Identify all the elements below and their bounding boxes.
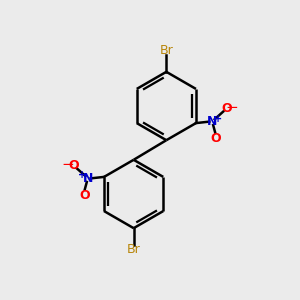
Text: O: O: [68, 159, 79, 172]
Text: O: O: [210, 132, 220, 146]
Text: −: −: [61, 157, 74, 172]
Text: O: O: [221, 102, 232, 115]
Text: Br: Br: [160, 44, 173, 57]
Text: −: −: [226, 100, 239, 115]
Text: O: O: [80, 189, 90, 202]
Text: N: N: [82, 172, 93, 185]
Text: N: N: [207, 115, 217, 128]
Text: +: +: [78, 170, 86, 180]
Text: +: +: [214, 114, 222, 124]
Text: Br: Br: [127, 243, 140, 256]
